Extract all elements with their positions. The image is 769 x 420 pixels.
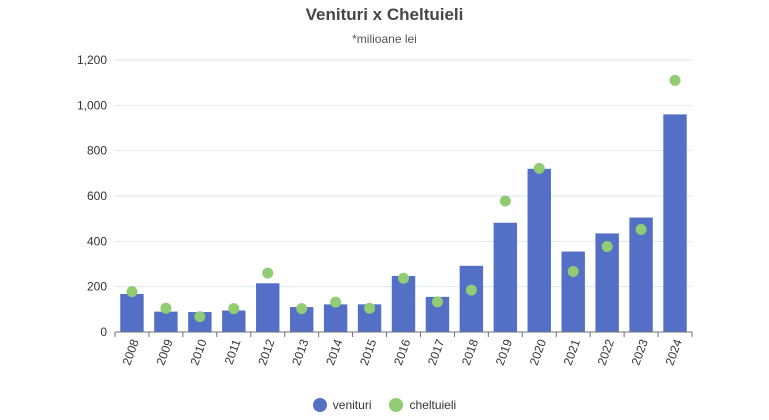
chart-title: Venituri x Cheltuieli: [305, 5, 464, 24]
y-tick-label: 400: [87, 234, 107, 248]
bar-venituri: [323, 304, 348, 332]
legend-label-cheltuieli: cheltuieli: [409, 398, 457, 412]
point-cheltuieli: [330, 296, 342, 308]
x-tick-label: 2024: [663, 337, 685, 367]
x-tick-label: 2021: [561, 337, 583, 367]
bar-venituri: [391, 276, 416, 332]
x-tick-label: 2019: [493, 337, 515, 367]
x-tick-label: 2014: [323, 337, 345, 367]
x-tick-label: 2023: [629, 337, 651, 367]
x-tick-label: 2009: [153, 337, 175, 367]
legend-item-cheltuieli[interactable]: cheltuieli: [389, 398, 456, 412]
bar-venituri: [425, 296, 450, 332]
point-cheltuieli: [126, 286, 138, 298]
bar-venituri: [222, 310, 246, 332]
y-tick-label: 1,000: [77, 98, 107, 112]
x-tick-label: 2011: [222, 337, 244, 366]
chart-legend: venituri cheltuieli: [0, 398, 769, 412]
point-cheltuieli: [533, 162, 545, 174]
x-tick-label: 2020: [527, 337, 549, 367]
point-cheltuieli: [194, 311, 206, 323]
x-tick-label: 2013: [289, 337, 311, 367]
bar-venituri: [493, 222, 518, 332]
y-tick-label: 200: [87, 280, 107, 294]
bar-venituri: [459, 265, 484, 332]
point-cheltuieli: [296, 303, 308, 315]
x-tick-label: 2022: [595, 337, 617, 367]
point-cheltuieli: [669, 74, 681, 86]
x-tick-label: 2010: [187, 337, 209, 367]
legend-label-venituri: venituri: [332, 398, 372, 412]
y-tick-label: 600: [87, 189, 107, 203]
legend-item-venituri[interactable]: venituri: [312, 398, 372, 412]
bar-venituri: [120, 293, 144, 332]
x-tick-label: 2015: [357, 337, 379, 367]
bar-venituri: [357, 304, 382, 332]
x-tick-label: 2018: [459, 337, 481, 367]
point-cheltuieli: [635, 224, 647, 236]
bar-venituri: [289, 307, 314, 332]
point-cheltuieli: [262, 267, 274, 279]
bar-venituri: [663, 114, 687, 333]
x-tick-label: 2012: [255, 337, 277, 367]
bar-venituri: [595, 233, 619, 332]
y-tick-label: 1,200: [77, 53, 107, 67]
point-cheltuieli: [364, 302, 376, 314]
x-tick-label: 2016: [391, 337, 413, 367]
legend-swatch-cheltuieli: [389, 398, 404, 412]
point-cheltuieli: [398, 272, 409, 284]
point-cheltuieli: [601, 241, 613, 253]
legend-swatch-venituri: [312, 398, 327, 412]
bar-venituri: [561, 251, 585, 332]
bar-venituri: [154, 311, 178, 332]
point-cheltuieli: [465, 284, 477, 296]
bar-venituri: [527, 168, 551, 332]
y-tick-label: 800: [87, 144, 107, 158]
point-cheltuieli: [567, 265, 579, 277]
x-tick-label: 2008: [119, 337, 141, 367]
point-cheltuieli: [228, 303, 240, 315]
point-cheltuieli: [431, 296, 443, 308]
bar-venituri: [629, 217, 653, 332]
point-cheltuieli: [499, 195, 511, 207]
x-tick-label: 2017: [425, 337, 447, 367]
chart-subtitle: *milioane lei: [352, 32, 417, 46]
y-tick-label: 0: [100, 325, 107, 339]
bar-venituri: [256, 283, 280, 332]
point-cheltuieli: [160, 302, 172, 314]
